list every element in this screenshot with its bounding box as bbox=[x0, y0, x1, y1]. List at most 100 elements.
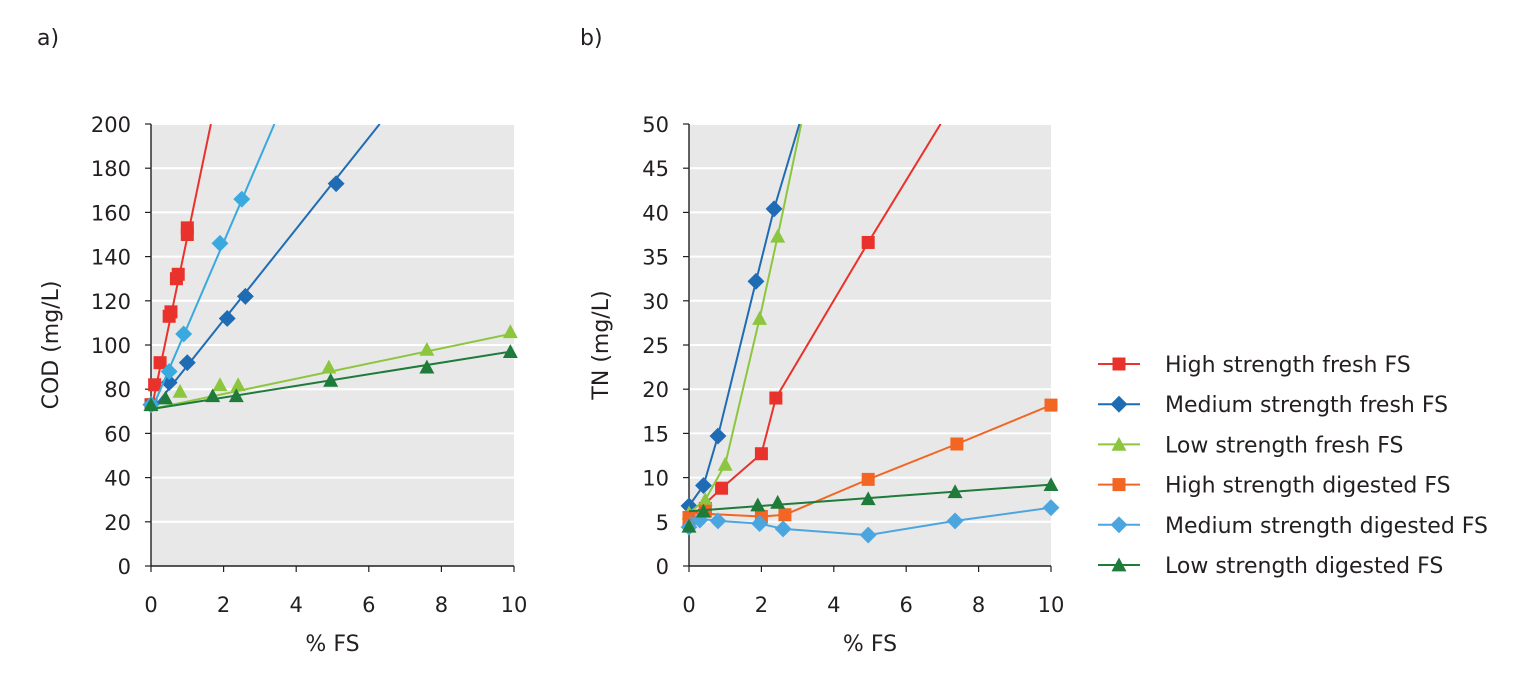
legend-label: Low strength fresh FS bbox=[1165, 433, 1403, 458]
data-point bbox=[233, 190, 251, 208]
data-point bbox=[502, 324, 518, 339]
data-point bbox=[175, 325, 193, 343]
y-tick-label: 20 bbox=[104, 511, 131, 535]
data-point bbox=[218, 310, 236, 327]
data-point bbox=[752, 311, 768, 325]
data-point bbox=[205, 388, 221, 403]
y-tick-label: 40 bbox=[104, 467, 131, 491]
panel-label-a: a) bbox=[37, 26, 60, 51]
data-point bbox=[236, 287, 254, 305]
x-tick-label: 10 bbox=[1038, 593, 1065, 617]
y-tick-label: 80 bbox=[104, 378, 131, 402]
y-tick-label: 35 bbox=[642, 246, 669, 270]
y-tick-label: 40 bbox=[642, 201, 669, 225]
data-point bbox=[709, 512, 727, 530]
data-point bbox=[171, 267, 185, 281]
data-point bbox=[230, 377, 246, 392]
data-point bbox=[160, 363, 178, 380]
data-point bbox=[681, 518, 697, 533]
data-point bbox=[419, 359, 435, 374]
y-tick-label: 60 bbox=[104, 422, 131, 446]
y-tick-label: 45 bbox=[642, 157, 669, 181]
data-point bbox=[695, 477, 712, 495]
legend-label: Medium strength digested FS bbox=[1165, 514, 1488, 539]
y-tick-label: 10 bbox=[642, 467, 669, 491]
data-point bbox=[770, 494, 786, 509]
data-point bbox=[947, 484, 963, 499]
y-tick-label: 20 bbox=[642, 378, 669, 402]
data-point bbox=[859, 526, 877, 544]
data-point bbox=[419, 341, 435, 356]
x-tick-label: 4 bbox=[290, 593, 303, 617]
y-axis-title: COD (mg/L) bbox=[39, 281, 64, 410]
legend-item-high-strength-digested-fs: High strength digested FS bbox=[1098, 474, 1451, 499]
data-point bbox=[502, 344, 518, 358]
data-point bbox=[765, 200, 783, 218]
legend-marker bbox=[1112, 357, 1126, 371]
legend-label: Medium strength fresh FS bbox=[1165, 393, 1448, 418]
data-point bbox=[696, 503, 711, 518]
data-point bbox=[697, 492, 713, 507]
data-point bbox=[178, 354, 196, 372]
y-tick-label: 25 bbox=[642, 334, 669, 358]
data-point bbox=[750, 497, 766, 512]
data-point bbox=[164, 305, 178, 319]
data-point bbox=[778, 508, 792, 522]
y-tick-label: 100 bbox=[91, 334, 131, 358]
data-point bbox=[709, 427, 727, 445]
legend-item-medium-strength-digested-fs: Medium strength digested FS bbox=[1098, 514, 1488, 539]
data-point bbox=[861, 235, 875, 249]
x-tick-label: 4 bbox=[827, 593, 840, 617]
data-point bbox=[143, 397, 159, 412]
legend-item-low-strength-digested-fs: Low strength digested FS bbox=[1098, 554, 1443, 579]
y-tick-label: 15 bbox=[642, 422, 669, 446]
x-tick-label: 0 bbox=[144, 593, 157, 617]
x-tick-label: 2 bbox=[217, 593, 230, 617]
legend-marker bbox=[1112, 478, 1126, 492]
data-point bbox=[747, 272, 765, 290]
x-tick-label: 6 bbox=[900, 593, 913, 617]
x-axis-title: % FS bbox=[843, 632, 897, 657]
data-point bbox=[321, 359, 337, 374]
y-tick-label: 50 bbox=[642, 113, 669, 137]
x-tick-label: 8 bbox=[435, 593, 448, 617]
y-tick-label: 5 bbox=[656, 511, 669, 535]
data-point bbox=[751, 515, 769, 533]
legend: High strength fresh FS Medium strength fr… bbox=[1098, 353, 1488, 579]
data-point bbox=[158, 390, 173, 405]
data-point bbox=[861, 472, 875, 486]
series-low-strength-digested-fs bbox=[681, 477, 1059, 533]
series-low-strength-digested-fs bbox=[143, 344, 518, 412]
legend-marker bbox=[1111, 436, 1127, 451]
data-point bbox=[950, 437, 964, 451]
data-point bbox=[754, 447, 768, 461]
data-point bbox=[770, 228, 786, 243]
x-tick-label: 2 bbox=[755, 593, 768, 617]
series-medium-strength-fresh-fs bbox=[142, 124, 381, 414]
series-high-strength-digested-fs bbox=[682, 398, 1058, 524]
y-tick-label: 160 bbox=[91, 201, 131, 225]
y-tick-label: 180 bbox=[91, 157, 131, 181]
data-point bbox=[1043, 477, 1059, 492]
legend-marker bbox=[1111, 557, 1127, 572]
y-tick-label: 200 bbox=[91, 113, 131, 137]
chart-panel-a: 0 20 40 60 80 100 120 140 160 180 200 0 2 4 6 8 10 % FS CO… bbox=[39, 113, 527, 657]
data-point bbox=[774, 520, 792, 538]
series-low-strength-fresh-fs bbox=[681, 124, 803, 520]
series-line bbox=[151, 124, 276, 412]
panel-label-b: b) bbox=[580, 26, 603, 51]
legend-item-low-strength-fresh-fs: Low strength fresh FS bbox=[1098, 433, 1403, 458]
data-point bbox=[172, 383, 188, 398]
y-tick-label: 140 bbox=[91, 246, 131, 270]
data-point bbox=[228, 388, 244, 403]
x-tick-label: 8 bbox=[972, 593, 985, 617]
data-point bbox=[1044, 398, 1058, 412]
chart-panel-b: 0 5 10 15 20 25 30 35 40 45 50 0 2 4 6 8 10 % FS TN (mg/L) bbox=[589, 113, 1064, 657]
data-point bbox=[860, 491, 876, 506]
legend-marker bbox=[1110, 516, 1128, 534]
data-point bbox=[180, 221, 194, 235]
series-medium-strength-digested-fs bbox=[680, 499, 1060, 544]
y-tick-label: 0 bbox=[118, 555, 131, 579]
legend-label: Low strength digested FS bbox=[1165, 554, 1443, 579]
